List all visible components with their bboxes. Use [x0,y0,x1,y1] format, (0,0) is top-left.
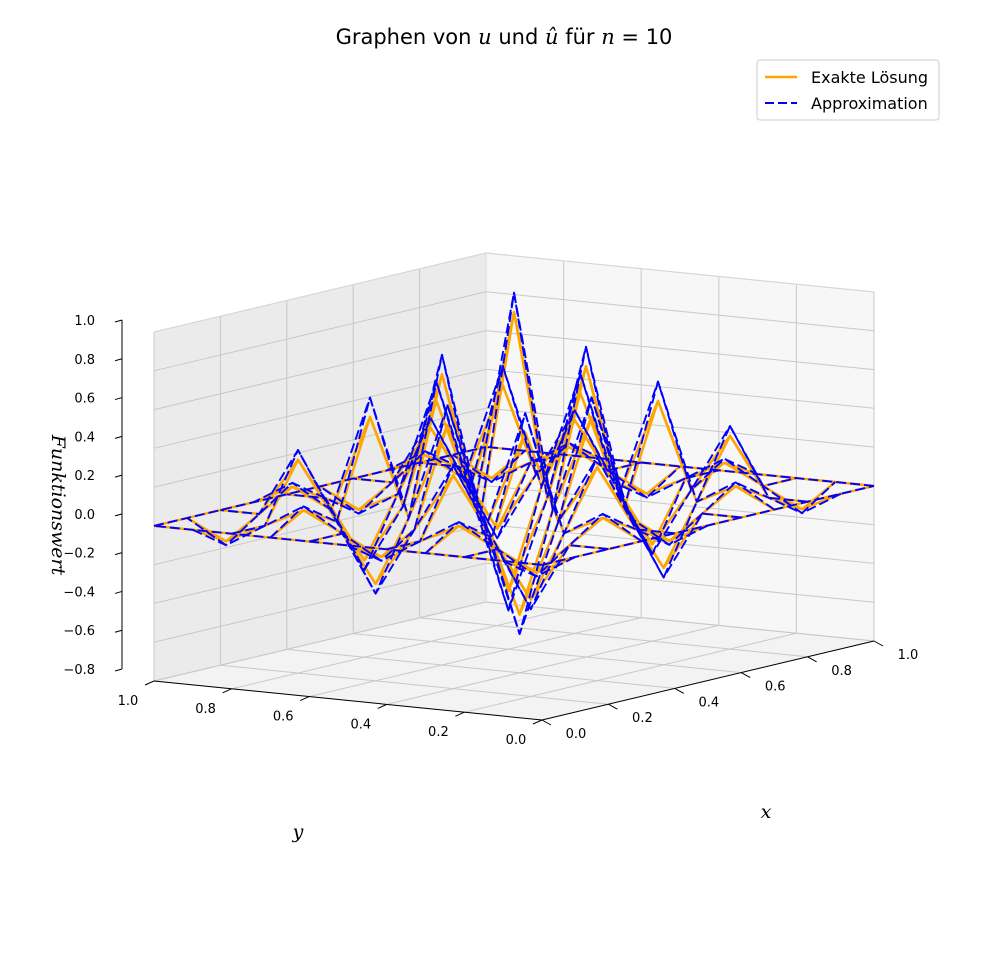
z-axis-label: Funktionswert [47,434,69,576]
wire-column [153,524,543,566]
x-tick-label: 0.4 [698,695,719,710]
z-tick-label: 0.4 [74,430,95,445]
chart-title: Graphen von u und û für n = 10 [336,25,673,49]
y-tick-label: 0.2 [428,725,449,740]
y-tick-mark [144,680,155,686]
axes-ticks: 0.0 0.2 0.4 0.6 0.8 1.0 0.0 0.2 0.4 0.6 0.8 1.0 −0.8… [63,314,918,748]
y-tick-label: 0.4 [350,717,371,732]
x-tick-label: 1.0 [898,648,919,663]
legend-frame [756,59,940,121]
x-tick-mark [674,687,685,694]
y-tick-label: 0.8 [195,702,216,717]
x-tick-mark [807,656,817,663]
z-tick-mark [114,552,123,556]
x-tick-label: 0.0 [566,727,587,742]
wireframe-surfaces [153,291,875,635]
wire-row [347,291,681,562]
wire-column [319,310,709,543]
z-tick-label: 0.6 [74,392,95,407]
wire-column [452,445,842,511]
z-tick-label: 0.2 [74,469,95,484]
z-tick-mark [114,358,123,362]
legend-label-exact: Exakte Lösung [811,68,928,87]
wire-column [186,505,576,578]
z-tick-mark [114,397,123,401]
x-tick-label: 0.6 [765,680,786,695]
legend: Exakte Lösung Approximation [756,59,940,121]
wire-row [153,445,487,527]
z-tick-label: 0.0 [74,508,95,523]
wire-column [286,353,675,635]
z-tick-mark [114,319,123,323]
z-tick-mark [114,435,123,439]
z-tick-label: 1.0 [74,314,95,329]
x-tick-label: 0.2 [632,711,653,726]
wire-column [452,442,842,515]
x-tick-mark [608,703,618,710]
wire-column [253,415,643,543]
wire-row [386,345,720,635]
y-axis-label: y [292,821,304,843]
wire-column [220,449,609,611]
z-tick-label: −0.6 [63,624,95,639]
z-tick-mark [114,668,123,672]
wire-column [353,345,742,612]
z-tick-mark [114,474,123,478]
z-tick-label: 0.8 [74,353,95,368]
legend-label-approx: Approximation [811,94,928,113]
x-tick-mark [541,719,552,726]
wire-column [319,291,709,546]
wire-column [385,365,775,511]
wire-column [186,509,576,574]
wire-column [485,445,875,487]
z-tick-mark [114,590,123,594]
wire-row [269,365,603,539]
pane-back-left [154,253,486,681]
y-tick-label: 0.0 [506,733,527,748]
z-tick-mark [114,629,123,633]
wire-column [253,396,643,542]
x-tick-mark [873,640,884,647]
wire-column [419,409,808,555]
x-axis-line [541,640,875,721]
z-tick-mark [114,513,123,517]
x-axis-label: x [761,801,772,823]
y-tick-mark [455,711,465,717]
y-tick-mark [222,688,232,694]
y-tick-label: 1.0 [118,694,139,709]
x-tick-mark [740,672,751,679]
z-tick-label: −0.8 [63,663,95,678]
z-tick-label: −0.4 [63,585,95,600]
y-tick-label: 0.6 [273,710,294,725]
series-approx-wireframe [153,291,875,635]
y-axis-line [153,680,543,721]
y-tick-mark [377,703,388,709]
y-tick-mark [299,696,310,702]
y-tick-mark [532,719,543,725]
x-tick-label: 0.8 [831,664,852,679]
z-tick-label: −0.2 [63,547,95,562]
